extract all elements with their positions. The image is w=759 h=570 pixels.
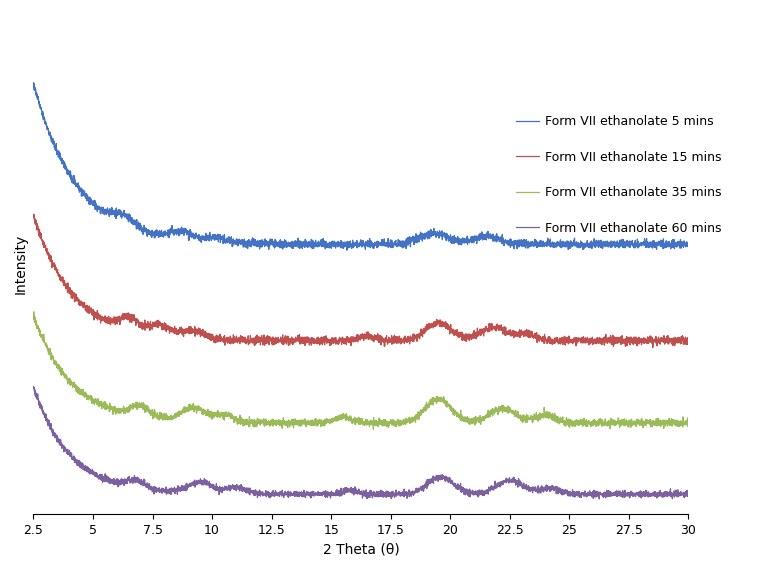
Form VII ethanolate 15 mins [304,334,313,341]
Form VII ethanolate 60 mins [29,383,38,390]
Form VII ethanolate 60 mins [304,490,313,496]
Form VII ethanolate 15 mins [340,337,349,344]
Form VII ethanolate 35 mins [304,421,313,428]
Form VII ethanolate 15 mins [29,214,38,221]
Form VII ethanolate 35 mins [310,421,319,428]
Form VII ethanolate 35 mins [664,421,673,428]
Form VII ethanolate 15 mins [648,344,657,351]
Line: Form VII ethanolate 60 mins: Form VII ethanolate 60 mins [33,386,688,499]
Form VII ethanolate 5 mins [340,242,349,249]
Form VII ethanolate 5 mins [342,247,351,254]
Form VII ethanolate 5 mins [309,239,318,246]
Form VII ethanolate 15 mins [29,211,38,218]
Form VII ethanolate 5 mins [684,243,693,250]
Form VII ethanolate 35 mins [29,308,38,315]
Form VII ethanolate 15 mins [310,336,319,343]
Form VII ethanolate 5 mins [29,79,38,86]
Form VII ethanolate 5 mins [664,240,673,247]
Form VII ethanolate 60 mins [309,489,318,496]
Form VII ethanolate 5 mins [304,243,313,250]
Form VII ethanolate 60 mins [631,492,641,499]
Form VII ethanolate 35 mins [369,426,378,433]
Form VII ethanolate 35 mins [505,404,514,410]
Form VII ethanolate 60 mins [340,485,349,492]
X-axis label: 2 Theta (θ): 2 Theta (θ) [323,542,399,556]
Y-axis label: Intensity: Intensity [14,234,28,294]
Form VII ethanolate 35 mins [684,420,693,427]
Form VII ethanolate 15 mins [684,340,693,347]
Form VII ethanolate 35 mins [29,311,38,318]
Form VII ethanolate 35 mins [340,414,349,421]
Line: Form VII ethanolate 35 mins: Form VII ethanolate 35 mins [33,312,688,429]
Form VII ethanolate 60 mins [664,490,673,496]
Legend: Form VII ethanolate 5 mins, Form VII ethanolate 15 mins, Form VII ethanolate 35 : Form VII ethanolate 5 mins, Form VII eth… [512,110,726,239]
Form VII ethanolate 60 mins [505,476,514,483]
Form VII ethanolate 15 mins [664,337,673,344]
Form VII ethanolate 60 mins [594,495,603,502]
Form VII ethanolate 5 mins [505,237,514,244]
Form VII ethanolate 35 mins [631,422,641,429]
Line: Form VII ethanolate 15 mins: Form VII ethanolate 15 mins [33,214,688,348]
Form VII ethanolate 15 mins [505,327,514,333]
Form VII ethanolate 5 mins [631,242,641,249]
Form VII ethanolate 60 mins [684,491,693,498]
Form VII ethanolate 15 mins [631,337,641,344]
Line: Form VII ethanolate 5 mins: Form VII ethanolate 5 mins [33,83,688,250]
